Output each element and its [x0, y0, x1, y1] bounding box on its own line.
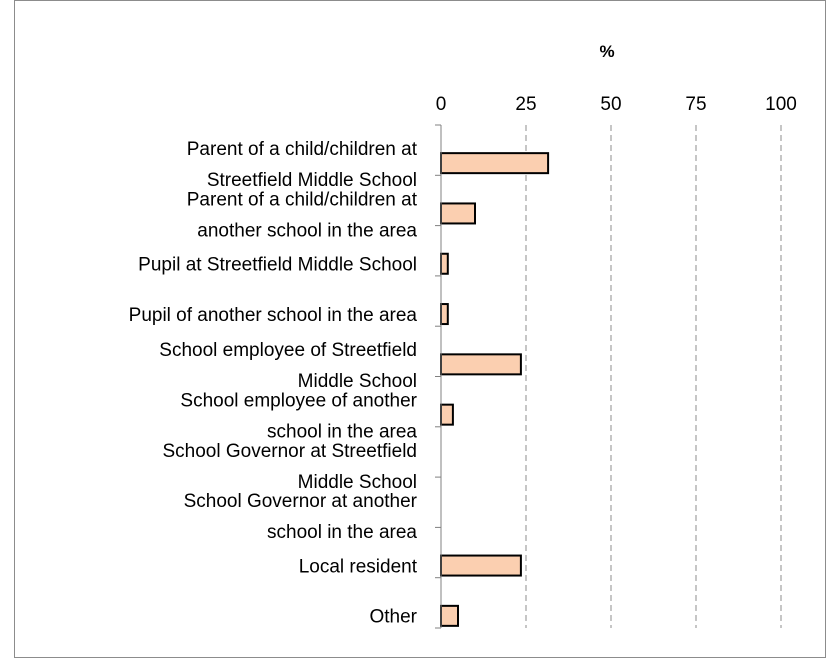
- category-label-2: Pupil at Streetfield Middle School: [138, 255, 417, 276]
- category-label-line: Pupil at Streetfield Middle School: [138, 255, 417, 276]
- bar-0: [440, 152, 550, 175]
- category-label-line: Local resident: [299, 556, 418, 577]
- category-label-line: Middle School: [298, 371, 417, 392]
- x-axis-label: %: [599, 42, 614, 61]
- gridlines: [525, 125, 782, 628]
- category-label-6: School Governor at Streetfield Middle Sch…: [162, 441, 417, 493]
- y-axis-ticks: [435, 124, 441, 629]
- category-label-line: school in the area: [267, 422, 417, 443]
- x-tick-label-50: 50: [600, 94, 621, 115]
- category-label-line: School employee of Streetfield: [159, 340, 417, 361]
- bar-4: [440, 353, 522, 376]
- x-tick-label-75: 75: [685, 94, 706, 115]
- category-label-line: Middle School: [298, 472, 417, 493]
- category-label-line: Pupil of another school in the area: [129, 305, 418, 326]
- bar-9: [440, 604, 459, 627]
- category-label-3: Pupil of another school in the area: [129, 305, 418, 326]
- category-label-line: Parent of a child/children at: [187, 189, 418, 210]
- bar-2: [440, 252, 449, 275]
- bar-8: [440, 554, 522, 577]
- category-label-line: School employee of another: [180, 391, 417, 412]
- bar-1: [440, 202, 476, 225]
- category-label-5: School employee of another school in the …: [180, 391, 417, 443]
- x-tick-labels: 0 25 50 75 100: [436, 94, 797, 115]
- bar-3: [440, 303, 449, 326]
- category-label-0: Parent of a child/children at Streetfield…: [187, 139, 418, 191]
- category-label-line: Other: [369, 607, 417, 628]
- x-tick-label-0: 0: [436, 94, 447, 115]
- category-label-line: School Governor at Streetfield: [162, 441, 417, 462]
- category-label-line: school in the area: [267, 522, 417, 543]
- x-tick-label-100: 100: [765, 94, 797, 115]
- category-label-line: School Governor at another: [184, 491, 418, 512]
- category-label-line: Streetfield Middle School: [207, 170, 417, 191]
- category-label-line: Parent of a child/children at: [187, 139, 418, 160]
- category-label-9: Other: [369, 607, 417, 628]
- category-label-line: another school in the area: [197, 220, 417, 241]
- category-label-7: School Governor at another school in the …: [184, 491, 418, 543]
- category-label-8: Local resident: [299, 556, 418, 577]
- category-label-4: School employee of Streetfield Middle Sch…: [159, 340, 417, 392]
- bar-5: [440, 403, 454, 426]
- x-tick-label-25: 25: [515, 94, 536, 115]
- bars: [440, 152, 550, 627]
- category-labels: Parent of a child/children at Streetfield…: [129, 139, 418, 628]
- category-label-1: Parent of a child/children at another sch…: [187, 189, 418, 241]
